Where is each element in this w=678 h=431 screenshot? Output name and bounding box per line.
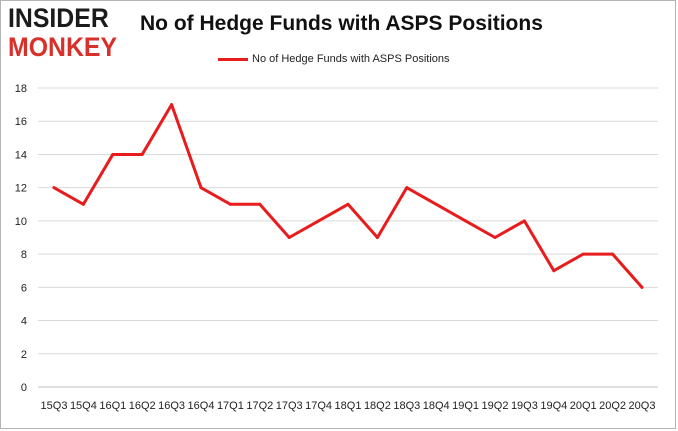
x-tick-label: 19Q1: [452, 400, 479, 412]
x-tick-label: 20Q2: [599, 400, 626, 412]
data-point: [522, 219, 526, 223]
data-point: [111, 152, 115, 156]
x-tick-label: 17Q2: [246, 400, 273, 412]
data-point: [228, 202, 232, 206]
logo-text-monkey: MONKEY: [8, 32, 118, 62]
y-tick-label: 2: [21, 349, 27, 361]
x-tick-label: 19Q3: [511, 400, 538, 412]
data-point: [287, 236, 291, 239]
x-tick-label: 19Q2: [482, 400, 509, 412]
data-point: [493, 236, 497, 239]
data-point: [81, 202, 85, 206]
data-point: [375, 236, 379, 239]
y-tick-label: 14: [15, 149, 27, 161]
data-point: [258, 202, 262, 206]
y-tick-label: 4: [21, 316, 27, 328]
x-tick-label: 20Q1: [570, 400, 597, 412]
y-tick-label: 6: [21, 282, 27, 294]
y-tick-label: 18: [15, 83, 27, 95]
y-tick-label: 16: [15, 116, 27, 128]
data-point: [140, 152, 144, 156]
data-point: [317, 219, 321, 223]
data-point: [434, 202, 438, 206]
x-tick-label: 17Q1: [217, 400, 244, 412]
series-line: [52, 103, 644, 289]
data-point: [552, 269, 556, 273]
legend-swatch: [218, 57, 248, 61]
y-tick-label: 0: [21, 382, 27, 394]
x-tick-label: 16Q2: [129, 400, 156, 412]
legend-label: No of Hedge Funds with ASPS Positions: [252, 53, 450, 65]
x-tick-label: 19Q4: [540, 400, 567, 412]
data-point: [581, 252, 585, 256]
x-tick-label: 16Q3: [158, 400, 185, 412]
data-point: [640, 285, 644, 289]
x-tick-label: 18Q4: [423, 400, 450, 412]
x-tick-label: 17Q4: [305, 400, 332, 412]
y-tick-label: 8: [21, 249, 27, 261]
chart-legend: No of Hedge Funds with ASPS Positions: [218, 53, 450, 65]
x-tick-label: 18Q1: [335, 400, 362, 412]
y-tick-label: 12: [15, 183, 27, 195]
x-tick-label: 20Q3: [629, 400, 656, 412]
data-point: [170, 103, 174, 107]
data-point: [199, 186, 203, 190]
x-tick-label: 18Q2: [364, 400, 391, 412]
x-tick-label: 18Q3: [393, 400, 420, 412]
x-tick-label: 15Q3: [41, 400, 68, 412]
y-tick-label: 10: [15, 216, 27, 228]
x-tick-label: 17Q3: [276, 400, 303, 412]
data-point: [346, 202, 350, 206]
logo-text-insider: INSIDER: [8, 3, 109, 33]
data-point: [52, 186, 56, 190]
x-tick-label: 16Q1: [99, 400, 126, 412]
x-tick-label: 15Q4: [70, 400, 97, 412]
data-point: [405, 186, 409, 190]
data-point: [611, 252, 615, 256]
insider-monkey-logo: INSIDER MONKEY: [8, 5, 126, 61]
data-point: [464, 219, 468, 223]
chart-title: No of Hedge Funds with ASPS Positions: [140, 12, 543, 35]
x-tick-label: 16Q4: [188, 400, 215, 412]
